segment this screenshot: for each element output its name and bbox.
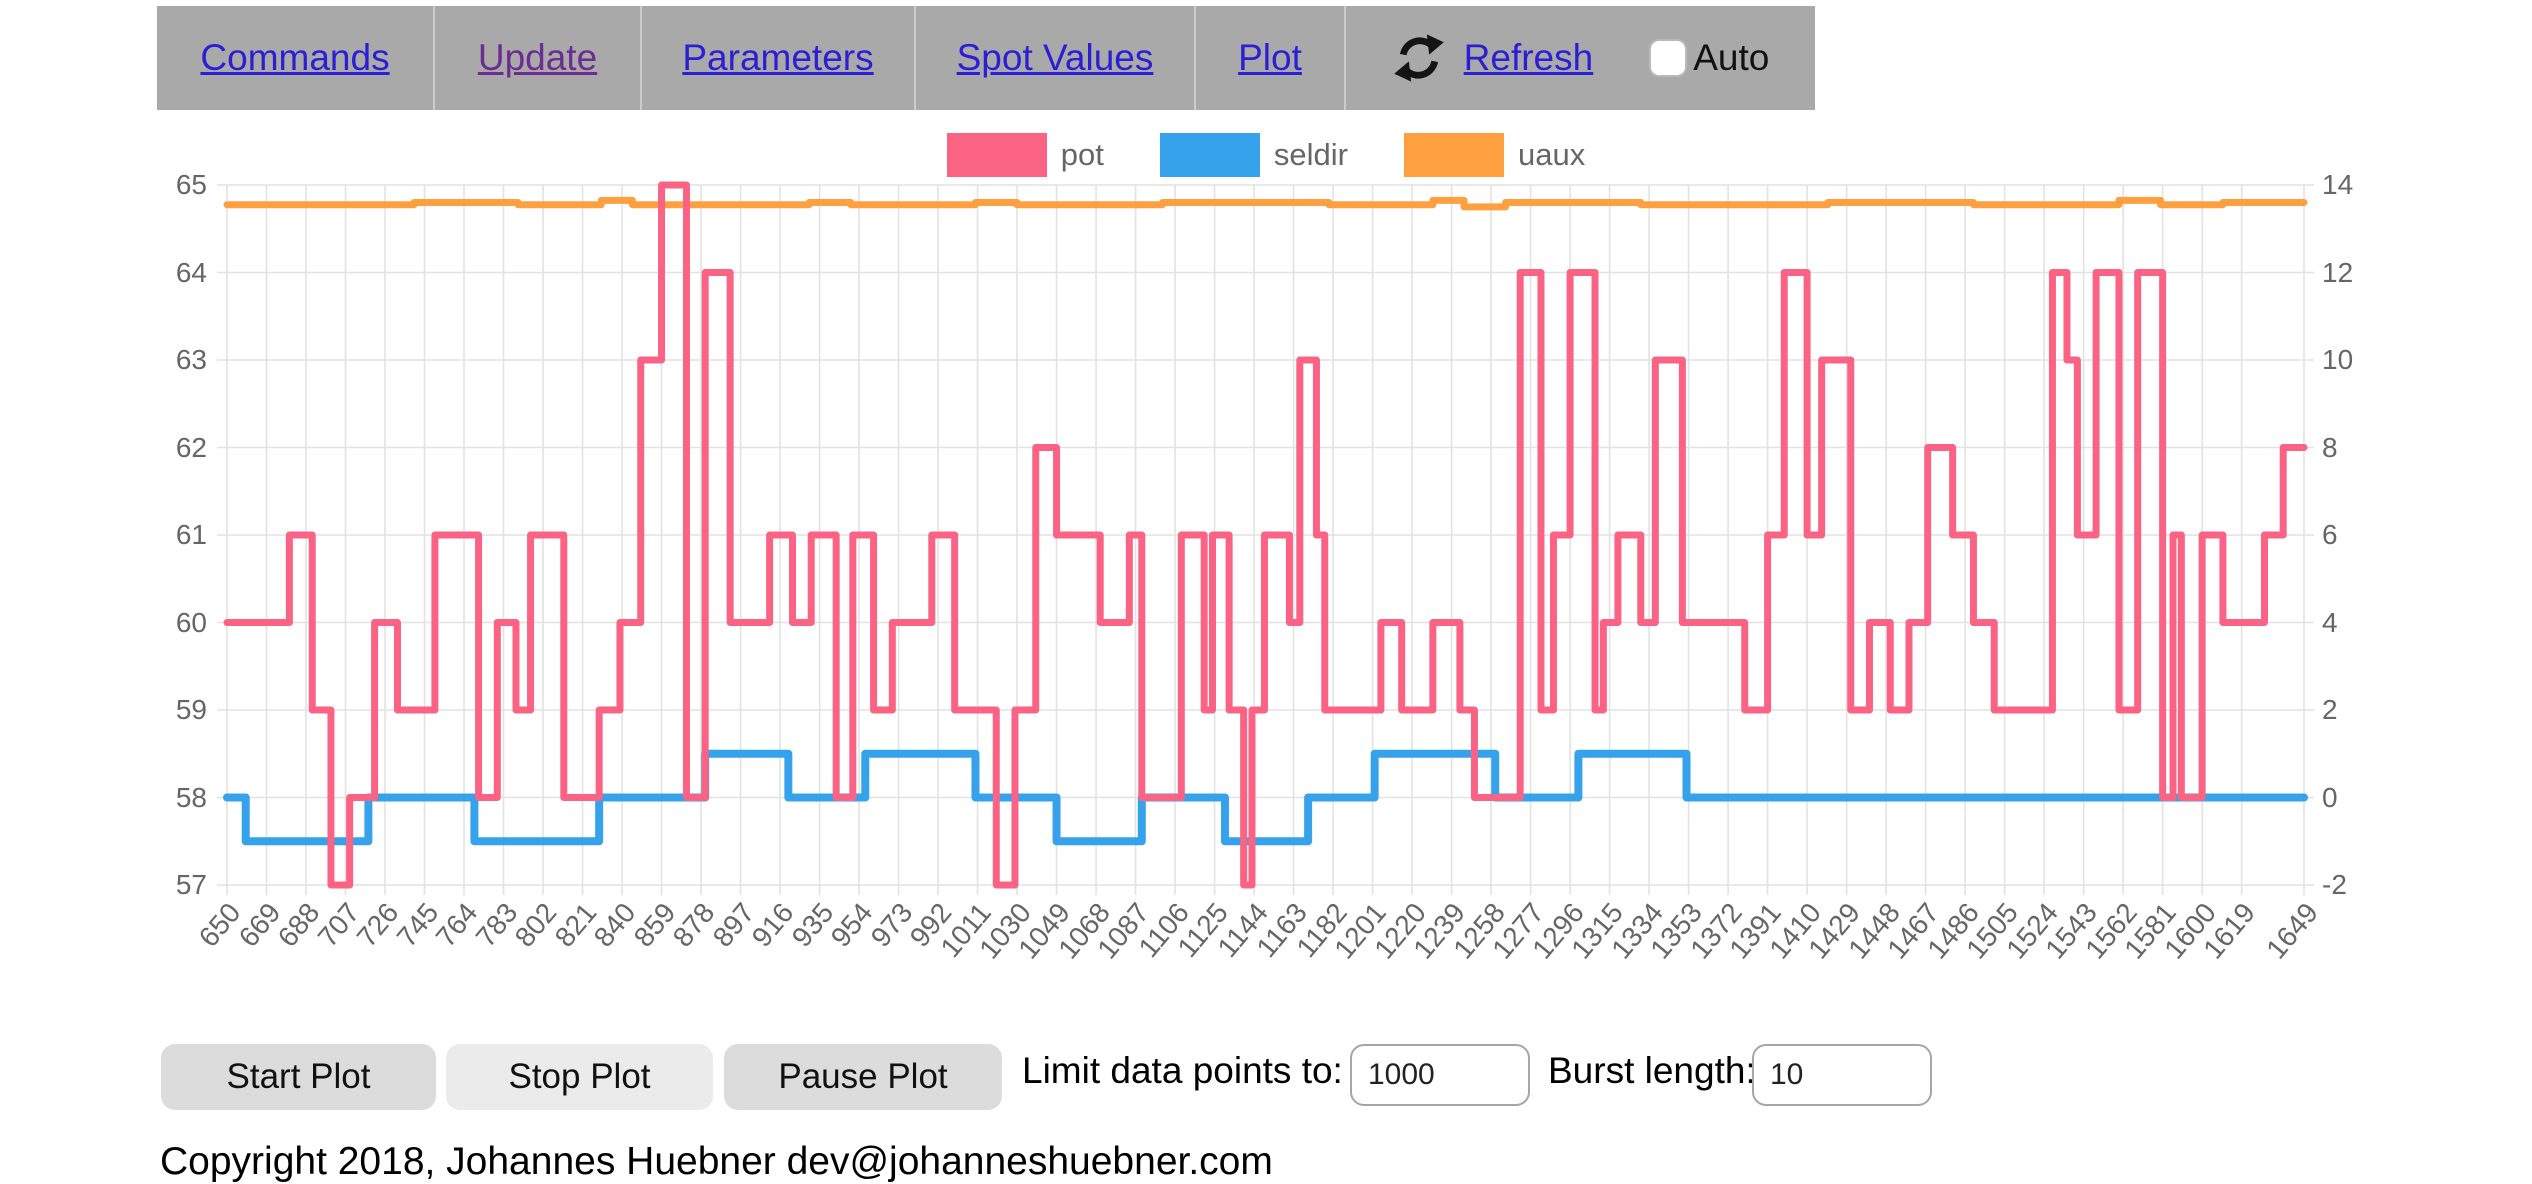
legend-label-seldir: seldir — [1273, 137, 1348, 172]
nav-cell-plot: Plot — [1196, 6, 1346, 110]
stop-plot-button[interactable]: Stop Plot — [446, 1044, 713, 1110]
limit-data-points-label: Limit data points to: — [1022, 1050, 1343, 1091]
legend-label-pot: pot — [1060, 137, 1104, 172]
nav-cell-update: Update — [435, 6, 642, 110]
nav-link-commands[interactable]: Commands — [200, 37, 390, 78]
legend-swatch-pot — [946, 133, 1047, 177]
refresh-icon[interactable] — [1392, 31, 1446, 85]
legend-swatch-uaux — [1403, 133, 1504, 177]
y-axis-right-tick-label: -2 — [2322, 869, 2347, 900]
auto-toggle-group: Auto — [1649, 37, 1769, 79]
nav-cell-refresh: Refresh Auto — [1346, 6, 1815, 110]
y-axis-right-tick-label: 10 — [2322, 344, 2354, 375]
copyright-text: Copyright 2018, Johannes Huebner dev@joh… — [160, 1140, 1273, 1183]
y-axis-left-tick-label: 65 — [175, 169, 207, 200]
legend-item-seldir[interactable]: seldir — [1159, 133, 1348, 177]
burst-length-label: Burst length: — [1548, 1050, 1756, 1091]
legend-swatch-seldir — [1159, 133, 1260, 177]
series-pot-line — [223, 181, 2308, 889]
nav-cell-spot-values: Spot Values — [916, 6, 1196, 110]
y-axis-right-tick-label: 12 — [2322, 256, 2354, 288]
y-axis-right-tick-label: 8 — [2322, 431, 2338, 463]
nav-link-spot-values[interactable]: Spot Values — [956, 37, 1154, 78]
chart-canvas — [217, 181, 2314, 895]
nav-link-parameters[interactable]: Parameters — [682, 37, 874, 78]
legend-label-uaux: uaux — [1517, 137, 1586, 172]
auto-checkbox[interactable] — [1649, 39, 1688, 77]
pause-plot-button[interactable]: Pause Plot — [724, 1044, 1002, 1110]
y-axis-left-tick-label: 58 — [175, 781, 207, 813]
nav-link-update[interactable]: Update — [477, 37, 598, 78]
nav-cell-parameters: Parameters — [642, 6, 916, 110]
y-axis-right-tick-label: 4 — [2322, 606, 2338, 638]
limit-data-points-input[interactable] — [1350, 1044, 1530, 1106]
y-axis-left-tick-label: 64 — [175, 256, 207, 288]
y-axis-left-tick-label: 61 — [175, 519, 207, 550]
y-axis-left-tick-label: 63 — [175, 344, 207, 375]
y-axis-left-tick-label: 59 — [175, 694, 207, 725]
y-axis-left-tick-label: 57 — [175, 869, 207, 900]
series-uaux-line — [223, 196, 2308, 211]
y-axis-right-tick-label: 2 — [2322, 694, 2338, 725]
auto-checkbox-label: Auto — [1693, 37, 1770, 78]
y-axis-right-tick-label: 14 — [2322, 169, 2354, 200]
y-axis-left-tick-label: 62 — [175, 431, 207, 463]
start-plot-button[interactable]: Start Plot — [161, 1044, 436, 1110]
legend-item-uaux[interactable]: uaux — [1403, 133, 1586, 177]
y-axis-right-tick-label: 0 — [2322, 781, 2338, 813]
chart-legend: pot seldir uaux — [0, 130, 2532, 180]
burst-length-input[interactable] — [1752, 1044, 1932, 1106]
nav-cell-commands: Commands — [157, 6, 435, 110]
legend-item-pot[interactable]: pot — [946, 133, 1104, 177]
y-axis-left-tick-label: 60 — [175, 606, 207, 638]
nav-link-plot[interactable]: Plot — [1238, 37, 1302, 78]
y-axis-right-tick-label: 6 — [2322, 519, 2338, 550]
top-nav-bar: Commands Update Parameters Spot Values P… — [157, 6, 1815, 110]
refresh-link[interactable]: Refresh — [1463, 37, 1594, 78]
